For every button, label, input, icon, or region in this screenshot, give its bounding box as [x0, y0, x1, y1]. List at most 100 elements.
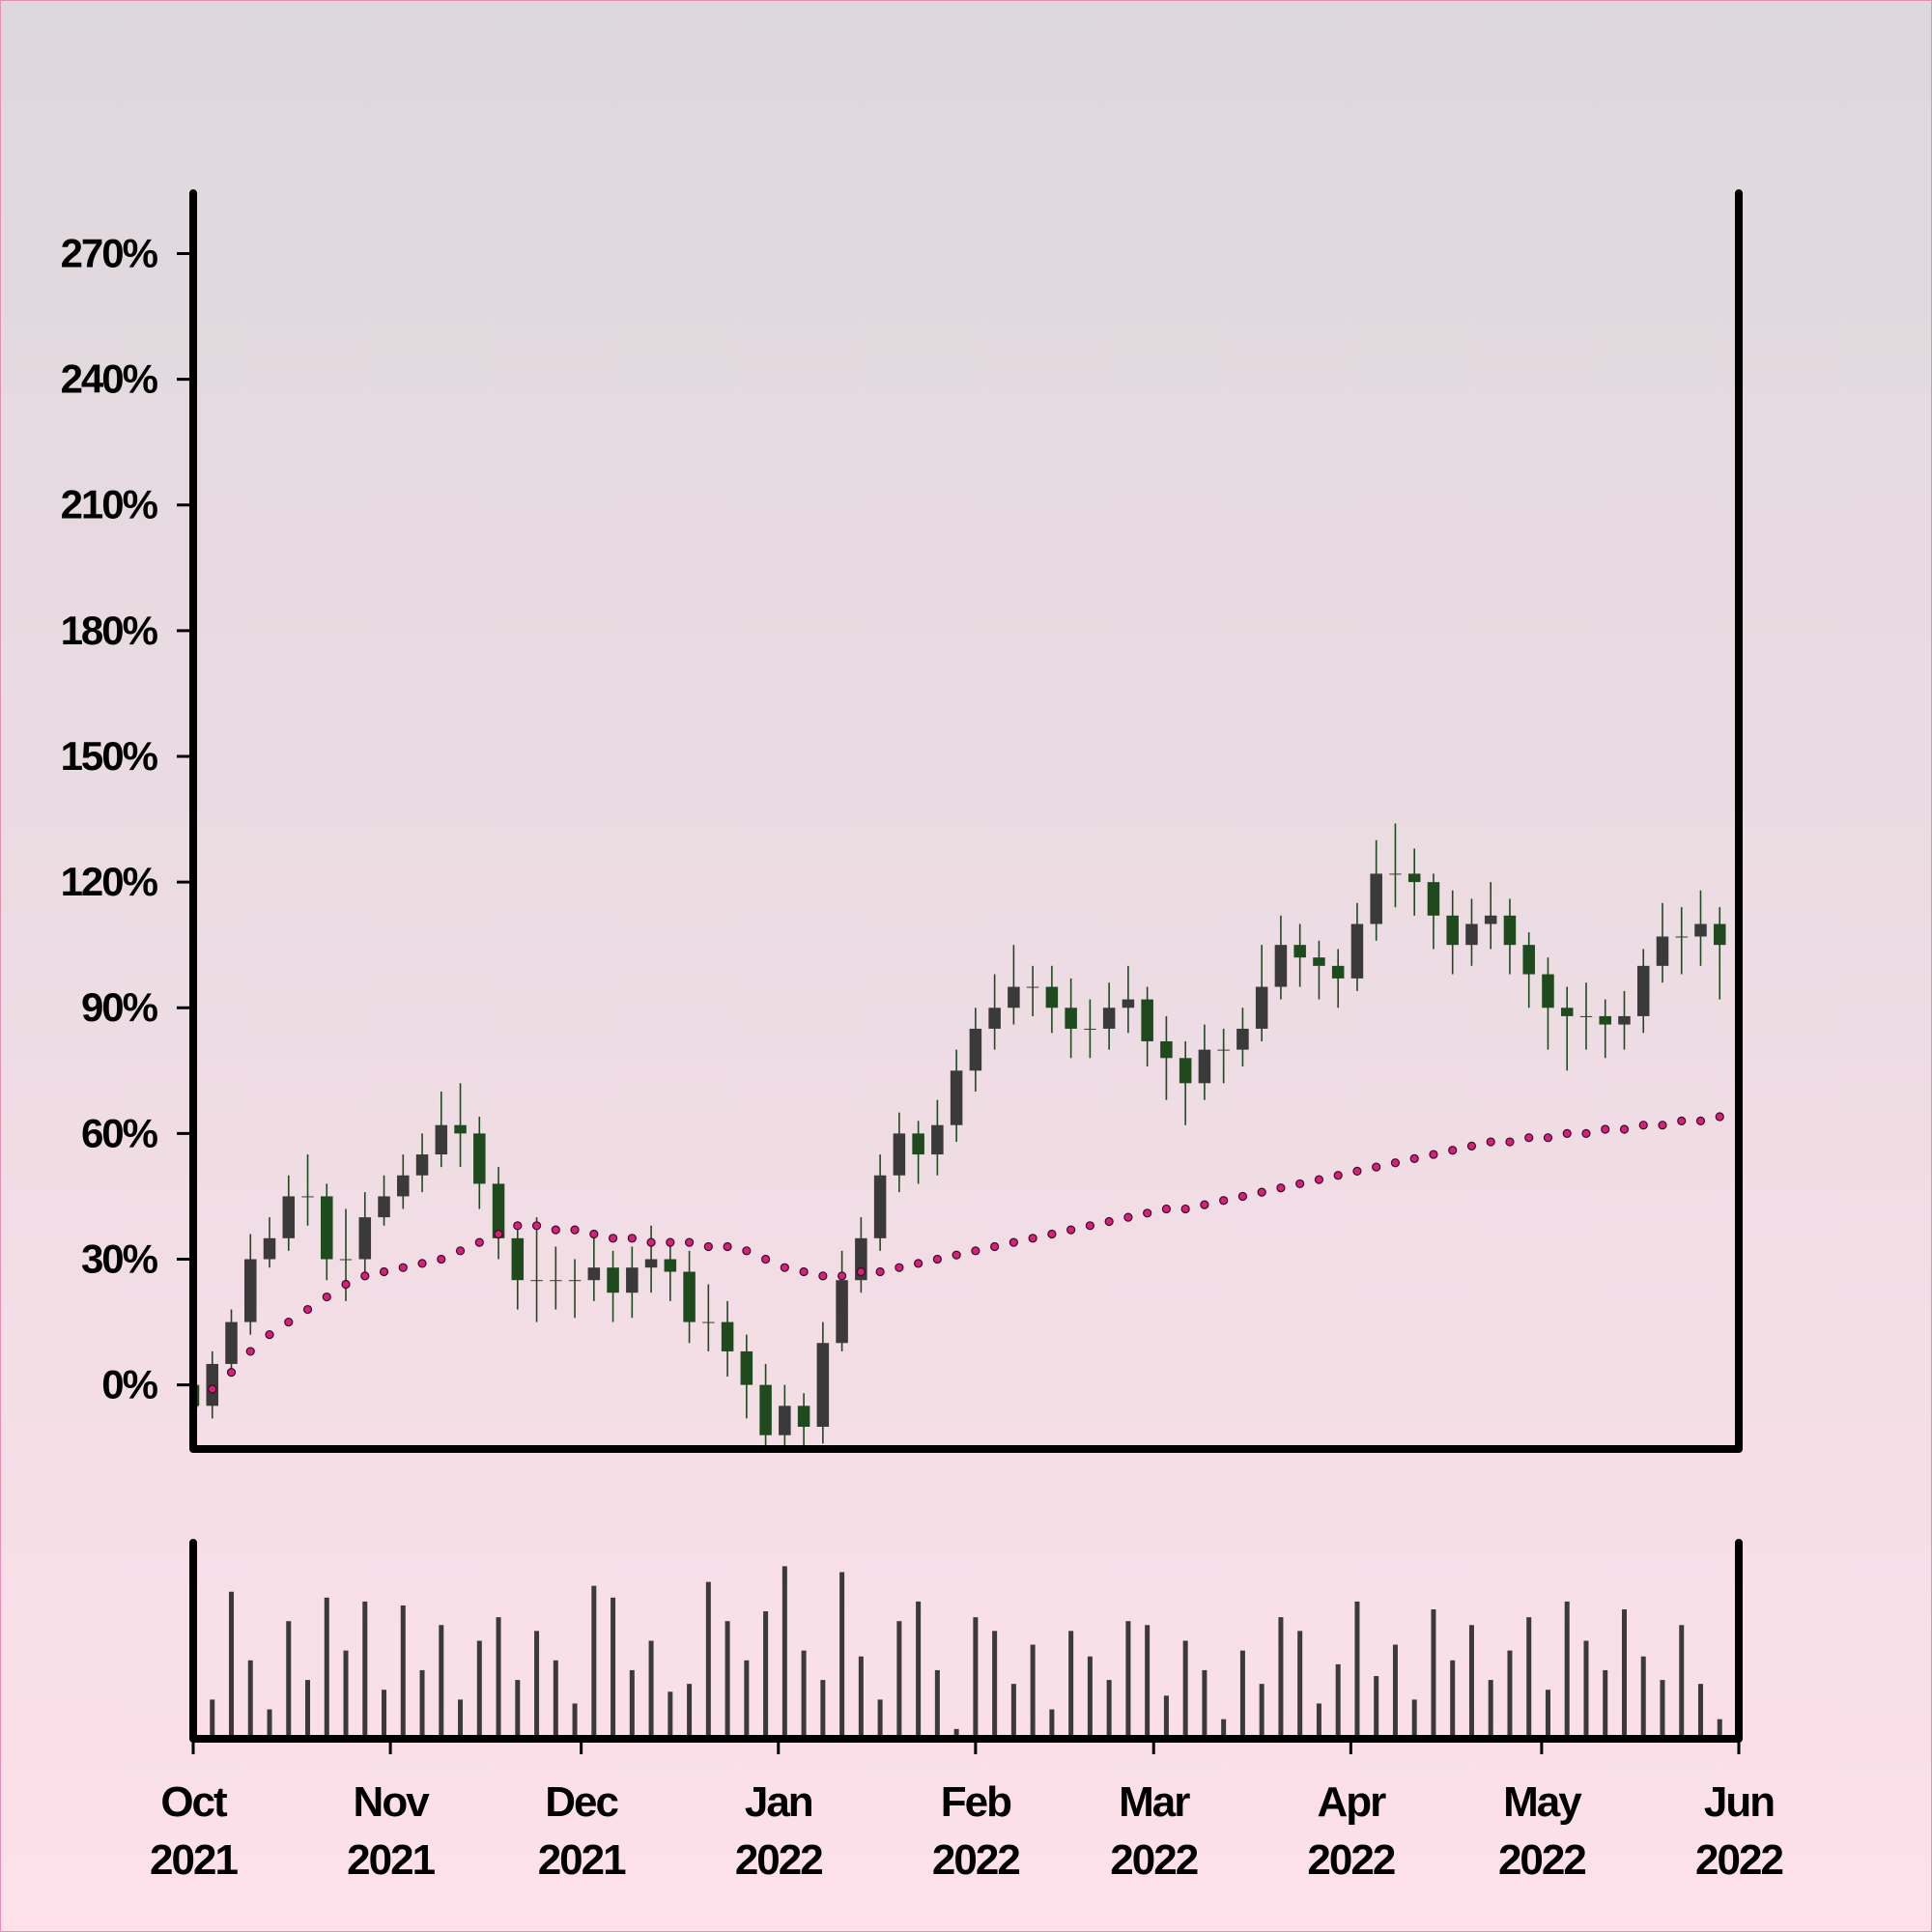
volume-bar: [1411, 1699, 1417, 1739]
candle-body: [1522, 945, 1535, 975]
volume-bar: [1392, 1644, 1398, 1739]
moving-average-dot: [437, 1254, 446, 1264]
volume-bar: [781, 1566, 787, 1739]
moving-average-dot: [265, 1329, 274, 1340]
candle-body: [779, 1406, 791, 1435]
volume-frame: [189, 1539, 1743, 1743]
volume-bar: [496, 1617, 501, 1739]
volume-bar: [705, 1581, 711, 1739]
moving-average-dot: [646, 1237, 656, 1247]
moving-average-dot: [1180, 1204, 1190, 1214]
volume-bar: [419, 1669, 425, 1739]
moving-average-dot: [1161, 1204, 1172, 1214]
moving-average-dot: [1601, 1124, 1610, 1134]
candle-body: [1236, 1028, 1249, 1050]
volume-bar: [1145, 1625, 1151, 1739]
candle-body: [1313, 957, 1325, 966]
volume-bar: [267, 1709, 272, 1739]
y-tick-label: 210%: [61, 482, 158, 527]
candle-body: [511, 1237, 525, 1281]
candle-body: [816, 1343, 830, 1428]
candle-body: [740, 1350, 753, 1385]
moving-average-dot: [1619, 1124, 1630, 1134]
moving-average-dot: [971, 1246, 980, 1256]
moving-average-dot: [1314, 1175, 1324, 1184]
candle-body: [893, 1133, 906, 1176]
volume-bar: [1354, 1601, 1360, 1739]
price-plot: [193, 823, 1726, 1449]
moving-average-dot: [1352, 1166, 1362, 1177]
moving-average-dot: [1257, 1187, 1266, 1197]
moving-average-dot: [1085, 1221, 1094, 1231]
volume-bar: [1526, 1617, 1532, 1739]
moving-average-dot: [341, 1279, 351, 1290]
volume-bar: [744, 1660, 750, 1739]
volume-bar: [382, 1690, 387, 1739]
y-tick-label: 180%: [61, 608, 158, 653]
volume-bar: [1068, 1631, 1074, 1739]
moving-average-dot: [838, 1271, 847, 1281]
moving-average-dot: [1219, 1196, 1229, 1206]
volume-bar: [1545, 1690, 1550, 1739]
candle-body: [626, 1267, 639, 1293]
volume-bar: [439, 1625, 444, 1739]
moving-average-dot: [799, 1266, 809, 1277]
moving-average-dot: [780, 1263, 789, 1272]
moving-average-dot: [1123, 1212, 1133, 1222]
volume-bar: [953, 1728, 959, 1739]
moving-average-dot: [1276, 1183, 1286, 1193]
candle-body: [1141, 999, 1153, 1041]
moving-average-dot: [1466, 1141, 1477, 1151]
candle-body: [301, 1196, 314, 1198]
candle-body: [1599, 1015, 1611, 1025]
candle-body: [1255, 986, 1268, 1029]
y-tick-label: 120%: [61, 859, 158, 904]
volume-bar: [229, 1591, 235, 1739]
moving-average-dot: [684, 1237, 695, 1247]
volume-bar: [1106, 1680, 1112, 1739]
candle-body: [988, 1008, 1001, 1029]
moving-average-dot: [1009, 1237, 1018, 1247]
moving-average-dot: [1543, 1133, 1553, 1143]
candle-body: [1713, 923, 1726, 946]
candle-body: [321, 1196, 333, 1260]
moving-average-dot: [1448, 1146, 1458, 1155]
candle-body: [1465, 923, 1478, 946]
volume-bar: [668, 1691, 673, 1739]
volume-bar: [1621, 1609, 1627, 1739]
y-tick-label: 240%: [61, 356, 158, 402]
moving-average-dot: [417, 1259, 427, 1268]
volume-bar: [992, 1631, 998, 1739]
candle-body: [1084, 1028, 1096, 1030]
candle-body: [1675, 936, 1688, 938]
x-tick-label: Dec 2021: [538, 1778, 626, 1884]
candle-body: [1542, 974, 1554, 1009]
x-tick-label: Oct 2021: [150, 1778, 238, 1884]
volume-bar: [1450, 1660, 1456, 1739]
moving-average-dot: [1333, 1171, 1343, 1180]
volume-bar: [247, 1660, 253, 1739]
x-tick-label: Nov 2021: [347, 1778, 435, 1884]
moving-average-dot: [1409, 1153, 1419, 1163]
candle-body: [244, 1259, 257, 1322]
moving-average-dot: [1486, 1137, 1495, 1147]
candle-body: [1160, 1040, 1173, 1059]
y-tick-label: 150%: [61, 733, 158, 779]
volume-bar: [801, 1650, 807, 1739]
volume-bar: [934, 1669, 940, 1739]
volume-bar: [763, 1611, 769, 1739]
candle-body: [1560, 1008, 1574, 1016]
moving-average-dot: [1562, 1128, 1572, 1138]
x-tick-label: Mar 2022: [1110, 1778, 1197, 1884]
volume-bar: [820, 1680, 826, 1739]
candle-body: [1579, 1015, 1593, 1017]
candle-body: [568, 1280, 582, 1282]
volume-bar: [286, 1621, 292, 1739]
moving-average-dot: [398, 1263, 408, 1272]
volume-bar: [973, 1617, 979, 1739]
candle-body: [492, 1183, 505, 1238]
moving-average-dot: [1715, 1112, 1724, 1122]
moving-average-dot: [379, 1266, 389, 1277]
candle-body: [1102, 1008, 1116, 1029]
